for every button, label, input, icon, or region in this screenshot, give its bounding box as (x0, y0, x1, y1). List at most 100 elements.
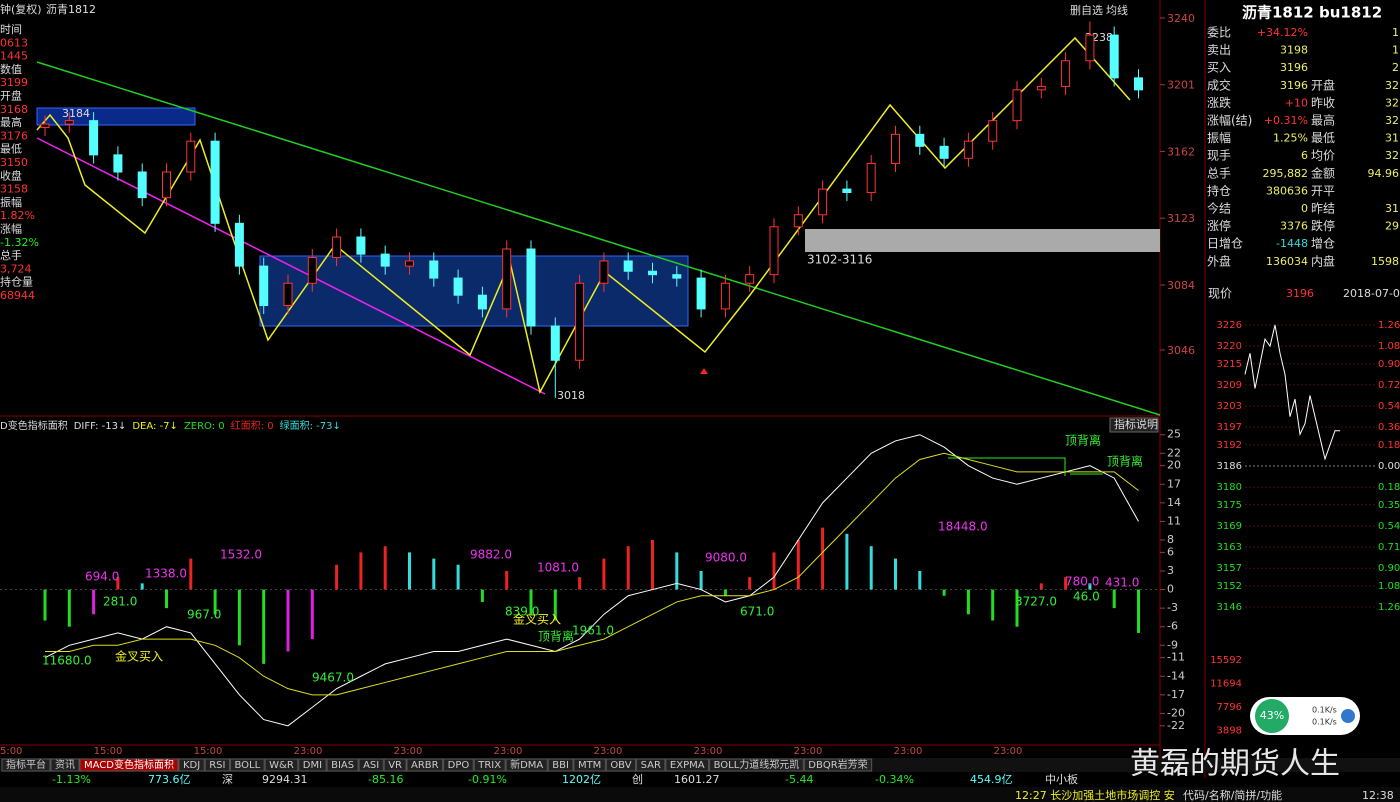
status-item: -5.44 (785, 773, 813, 786)
tab[interactable]: MTM (578, 760, 601, 771)
tab-bg (326, 758, 359, 772)
info-text: 0613 (0, 36, 28, 49)
macd-label: 694.0 (85, 570, 119, 584)
y-tick-label: 3 (1167, 564, 1174, 577)
tab[interactable]: DBQR岩芳荣 (808, 758, 867, 771)
macd-bar (918, 570, 922, 590)
quote-value: -1448 (1276, 237, 1308, 250)
y-tick-label: 3209 (1217, 380, 1242, 391)
quote-value: 1.25% (1273, 132, 1308, 145)
info-text: 开盘 (0, 89, 22, 103)
macd-bar (748, 577, 752, 590)
quote-value: 136034 (1266, 255, 1308, 268)
y-tick-label: 3046 (1167, 344, 1195, 357)
macd-bar (1088, 583, 1092, 590)
candle-body (866, 162, 876, 194)
clock: 12:38 (1362, 789, 1394, 802)
tab[interactable]: KDJ (183, 760, 200, 771)
pct-label: 0.36% (1378, 422, 1400, 433)
tab-bg (505, 758, 548, 772)
tab[interactable]: BOLL (234, 760, 260, 771)
macd-bar (383, 546, 387, 590)
candle-body (818, 188, 828, 216)
tab[interactable]: MACD变色指标面积 (84, 758, 174, 771)
arrow-icon (700, 368, 708, 374)
widget-plus[interactable] (1341, 709, 1355, 723)
quote-label: 开平 (1311, 184, 1335, 198)
tab[interactable]: OBV (610, 760, 631, 771)
tab[interactable]: W&R (269, 760, 294, 771)
y-tick-label: 3240 (1167, 12, 1195, 25)
quote-label: 最低 (1311, 131, 1335, 145)
macd-bar (578, 577, 582, 590)
macd-bar (43, 589, 47, 621)
quote-label: 增仓 (1311, 237, 1335, 251)
x-tick-label: 23:00 (894, 746, 923, 757)
x-tick-label: 15:00 (194, 746, 223, 757)
macd-bar (456, 564, 460, 590)
button[interactable]: 均线 (1106, 3, 1128, 17)
tab[interactable]: BOLL力道线郑元凯 (714, 758, 800, 771)
button-label[interactable]: 指标说明 (1114, 417, 1158, 431)
macd-bar (359, 552, 363, 590)
tab[interactable]: 指标平台 (6, 758, 46, 771)
candle-body (599, 260, 609, 284)
date: 2018-07-02, (1343, 287, 1400, 300)
candle-body (720, 282, 730, 310)
macd-header: ZERO: 0 (184, 421, 225, 432)
y-tick-label: 3226 (1217, 320, 1242, 331)
tab[interactable]: BBI (552, 760, 569, 771)
macd-bar (1112, 589, 1116, 609)
info-text: 1445 (0, 50, 28, 63)
tab[interactable]: ARBR (411, 760, 439, 771)
watermark: 黄磊的期货人生 (1130, 747, 1340, 782)
tab[interactable]: DMI (303, 760, 322, 771)
tab[interactable]: SAR (641, 760, 661, 771)
tab-bg (204, 758, 230, 772)
status-item: 1601.27 (674, 773, 720, 786)
y-tick-label: -11 (1167, 651, 1185, 664)
widget-dial (1255, 699, 1289, 733)
tab[interactable]: 新DMA (510, 758, 543, 771)
tab[interactable]: 资讯 (55, 759, 75, 771)
quote-label: 日增仓 (1207, 237, 1243, 251)
y-tick-label: 3192 (1217, 440, 1242, 451)
info-text: 总手 (0, 248, 22, 262)
volume-label: 15592 (1210, 655, 1242, 666)
tab[interactable]: VR (388, 760, 402, 771)
tab[interactable]: TRIX (477, 760, 501, 771)
y-tick-label: 3201 (1167, 79, 1195, 92)
button[interactable] (1109, 417, 1159, 433)
pct-label: 0.90% (1378, 359, 1400, 370)
tab[interactable]: RSI (209, 760, 225, 771)
tab[interactable]: BIAS (331, 760, 354, 771)
info-text: 3150 (0, 156, 28, 169)
candle-body (113, 154, 123, 173)
search-box[interactable]: 代码/名称/简拼/功能 (1183, 788, 1282, 802)
macd-label: 431.0 (1105, 576, 1139, 590)
macd-bar (1015, 589, 1019, 627)
quote-label: 总手 (1207, 166, 1231, 180)
candle-body (1134, 77, 1143, 91)
info-text: 3176 (0, 129, 28, 142)
macd-bar (262, 589, 266, 664)
x-tick-label: 23:00 (994, 746, 1023, 757)
tab[interactable]: EXPMA (670, 760, 705, 771)
news-bar (0, 787, 1400, 802)
candle-body (307, 257, 317, 284)
candle-body (623, 260, 633, 272)
y-tick-label: 3123 (1167, 212, 1195, 225)
x-tick-label: 23:00 (594, 746, 623, 757)
quote-label: 涨停 (1207, 218, 1231, 233)
info-text: 最低 (0, 143, 22, 156)
macd-bar (991, 589, 995, 621)
volume-label: 3898 (1217, 726, 1242, 737)
button[interactable]: 删自选 (1070, 4, 1103, 17)
macd-bar (602, 558, 606, 590)
tab[interactable]: DPO (448, 760, 470, 771)
y-tick-label: 3197 (1217, 422, 1242, 433)
volume-label: 11694 (1210, 679, 1242, 690)
tab[interactable]: ASI (363, 760, 379, 771)
x-tick-label: 23:00 (494, 746, 523, 757)
candle-body (405, 260, 414, 267)
